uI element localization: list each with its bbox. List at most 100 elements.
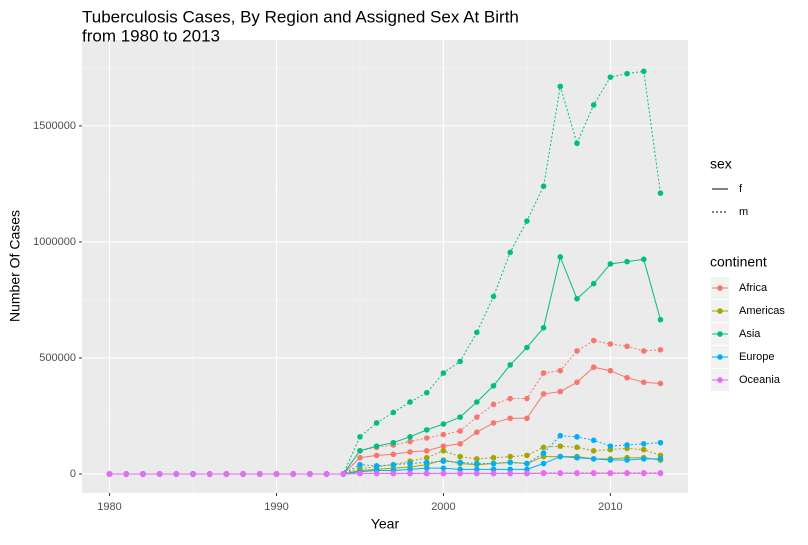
data-point (423, 470, 430, 477)
data-point (557, 367, 564, 374)
x-tick-label: 2000 (431, 501, 455, 513)
plot-panel (82, 40, 688, 493)
data-point (657, 190, 664, 196)
data-point (607, 457, 614, 463)
data-point (407, 449, 413, 455)
y-tick-label: 500000 (39, 352, 76, 364)
legend-label: Oceania (739, 374, 781, 386)
data-point (323, 471, 330, 477)
data-point (440, 465, 447, 471)
data-point (524, 460, 530, 467)
data-point (507, 415, 514, 422)
legend-label: m (739, 206, 748, 218)
data-point (590, 280, 597, 287)
legend-point (717, 331, 723, 337)
data-point (640, 456, 647, 462)
data-point (273, 471, 280, 477)
data-point (290, 471, 296, 477)
legend-point (717, 285, 723, 291)
data-point (540, 391, 547, 397)
data-point (373, 452, 380, 459)
x-tick-label: 1990 (264, 501, 288, 513)
data-point (524, 395, 530, 402)
data-point (106, 471, 113, 477)
data-point (457, 428, 463, 434)
data-point (574, 348, 580, 354)
data-point (256, 471, 263, 477)
data-point (540, 470, 547, 476)
data-point (590, 447, 597, 454)
data-point (407, 434, 413, 440)
data-point (474, 399, 480, 405)
data-point (540, 460, 547, 467)
data-point (390, 470, 397, 477)
chart-subtitle: from 1980 to 2013 (82, 26, 220, 45)
data-point (474, 414, 480, 420)
data-point (140, 471, 146, 477)
data-point (440, 370, 447, 376)
data-point (440, 431, 447, 438)
data-point (574, 295, 580, 302)
data-point (423, 447, 430, 454)
data-point (624, 343, 630, 350)
data-point (490, 470, 497, 477)
data-point (540, 370, 547, 376)
data-point (574, 444, 580, 451)
data-point (557, 254, 564, 260)
data-point (457, 470, 463, 477)
data-point (590, 102, 597, 108)
data-point (557, 83, 564, 90)
data-point (507, 466, 514, 473)
data-point (507, 459, 514, 466)
data-point (457, 466, 463, 473)
data-point (474, 456, 480, 462)
data-point (540, 183, 547, 190)
data-point (524, 466, 530, 473)
data-point (440, 447, 447, 454)
data-point (590, 470, 597, 476)
data-point (590, 437, 597, 444)
data-point (657, 380, 664, 387)
data-point (640, 68, 647, 75)
data-point (507, 249, 514, 256)
legend-point (717, 308, 723, 314)
data-point (557, 432, 564, 439)
legend-title: sex (710, 156, 732, 172)
x-tick-label: 2010 (598, 501, 622, 513)
data-point (540, 444, 547, 451)
data-point (440, 443, 447, 449)
data-point (640, 348, 647, 354)
data-point (457, 459, 463, 466)
data-point (640, 441, 647, 447)
data-point (490, 460, 497, 467)
data-point (173, 471, 180, 477)
data-point (423, 389, 430, 396)
legend-point (717, 354, 723, 360)
data-point (206, 471, 213, 477)
data-point (440, 458, 447, 465)
legend-label: f (739, 183, 743, 195)
data-point (490, 382, 497, 389)
data-point (657, 456, 664, 462)
data-point (407, 399, 413, 405)
data-point (357, 447, 363, 454)
legend-title: continent (710, 254, 767, 270)
data-point (357, 454, 363, 461)
chart-title: Tuberculosis Cases, By Region and Assign… (82, 7, 519, 26)
data-point (640, 446, 647, 453)
data-point (490, 454, 497, 461)
data-point (474, 466, 480, 473)
legend-label: Asia (739, 328, 761, 340)
data-point (373, 443, 380, 449)
data-point (524, 415, 530, 422)
y-tick-label: 0 (70, 468, 76, 480)
data-point (190, 471, 196, 477)
data-point (474, 329, 480, 336)
data-point (357, 434, 363, 440)
data-point (407, 438, 413, 445)
data-point (457, 441, 463, 447)
data-point (423, 465, 430, 471)
data-point (557, 453, 564, 460)
data-point (557, 470, 564, 476)
